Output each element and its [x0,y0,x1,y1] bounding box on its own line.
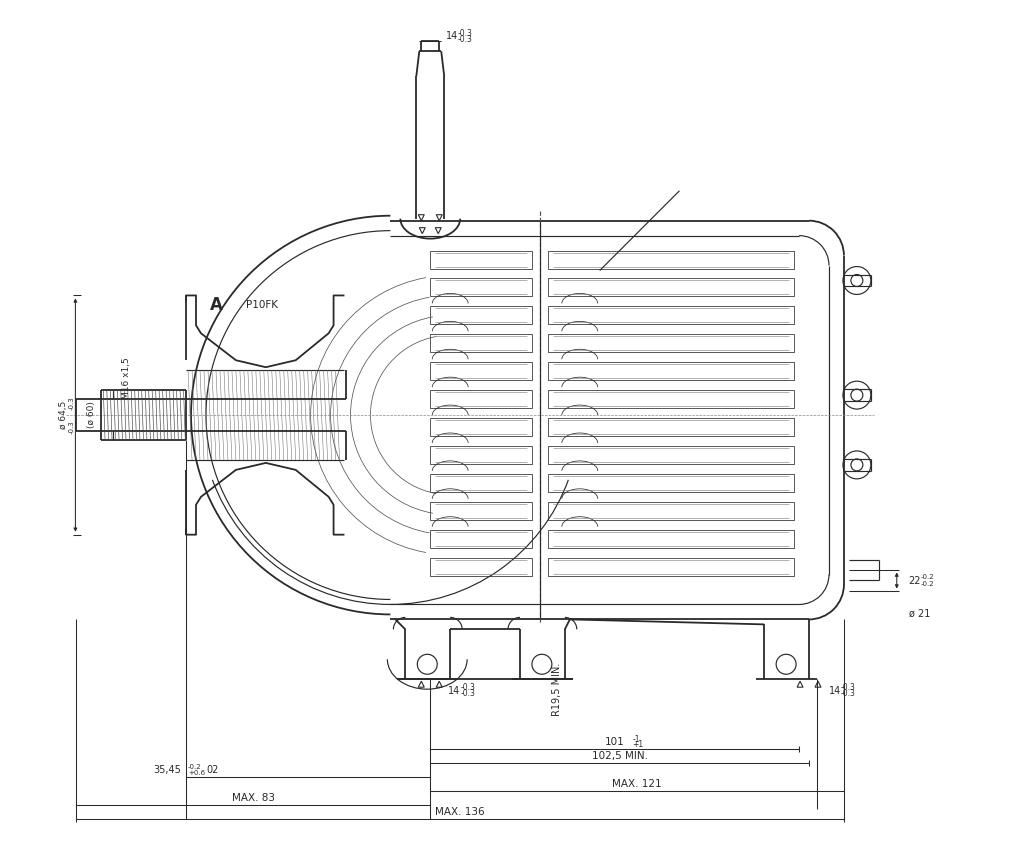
Text: -0.3: -0.3 [69,420,75,434]
Bar [430,418,531,436]
Bar [430,474,531,492]
Bar [430,250,531,268]
Text: MAX. 136: MAX. 136 [435,807,485,817]
Text: +1: +1 [633,740,644,749]
Text: (ø 60): (ø 60) [87,402,96,429]
Bar [548,307,794,325]
Text: 14: 14 [829,686,842,696]
Bar [548,474,794,492]
Text: -1: -1 [633,734,640,744]
Bar [430,334,531,352]
Text: 14: 14 [446,31,459,42]
Bar [430,279,531,296]
Bar [548,334,794,352]
Bar [548,279,794,296]
Text: ø 64,5: ø 64,5 [59,401,68,430]
Text: ø 21: ø 21 [908,609,930,618]
Text: -0.2: -0.2 [921,573,934,579]
Bar [548,446,794,464]
Text: -0.3: -0.3 [460,688,475,698]
Bar [430,362,531,380]
Bar [548,418,794,436]
Text: 22: 22 [908,576,922,585]
Bar [548,501,794,520]
Bar [548,250,794,268]
Text: -0.2: -0.2 [921,580,934,586]
Text: -0.3: -0.3 [457,35,472,44]
Text: 14: 14 [449,686,461,696]
Bar [548,362,794,380]
Text: P10FK: P10FK [246,301,278,310]
Text: MAX. 121: MAX. 121 [612,779,662,789]
Text: A: A [210,296,222,314]
Bar [430,501,531,520]
Bar [548,391,794,408]
Bar [548,530,794,547]
Text: 102,5 MIN.: 102,5 MIN. [592,751,647,761]
Text: +0.6: +0.6 [188,770,205,776]
Bar [430,446,531,464]
Text: -0.3: -0.3 [457,29,472,38]
Text: -0.2: -0.2 [188,764,202,770]
Text: -0.3: -0.3 [460,682,475,692]
Text: -0.3: -0.3 [841,682,856,692]
Bar [430,558,531,576]
Text: MAX. 83: MAX. 83 [231,793,274,803]
Bar [430,391,531,408]
Text: 02: 02 [206,765,218,775]
Text: 101: 101 [605,737,625,747]
Text: 35,45: 35,45 [154,765,181,775]
Text: -0.3: -0.3 [841,688,856,698]
Bar [430,530,531,547]
Text: R19,5 MIN.: R19,5 MIN. [552,662,562,716]
Bar [548,558,794,576]
Text: -0.3: -0.3 [69,397,75,410]
Text: M16 x1,5: M16 x1,5 [122,358,131,399]
Bar [430,307,531,325]
